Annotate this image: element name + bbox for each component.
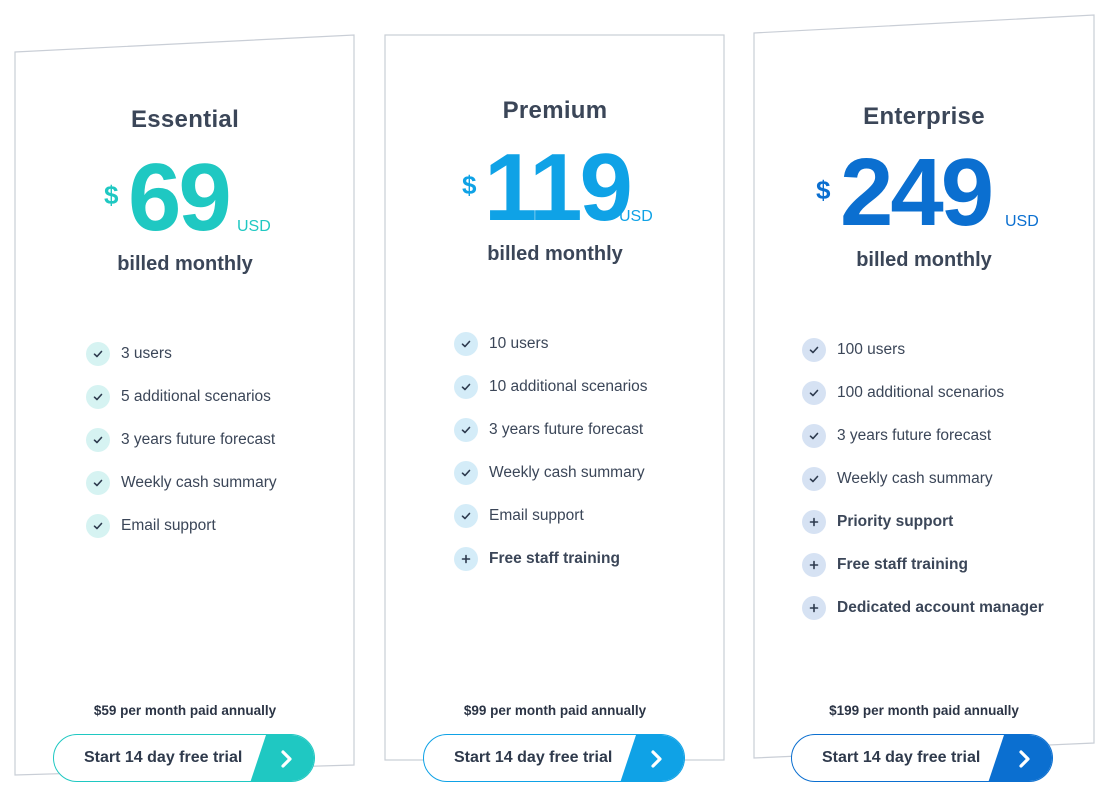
- start-trial-label: Start 14 day free trial: [454, 749, 613, 766]
- start-trial-button[interactable]: Start 14 day free trial: [53, 734, 315, 782]
- feature-label: Weekly cash summary: [837, 470, 993, 487]
- chevron-right-icon: [620, 735, 684, 781]
- currency-code: USD: [1005, 213, 1039, 230]
- check-icon: [86, 428, 110, 452]
- feature-item: Free staff training: [802, 553, 1044, 577]
- feature-item: Weekly cash summary: [86, 471, 277, 495]
- currency-code: USD: [237, 218, 271, 235]
- feature-list: 100 users 100 additional scenarios 3 yea…: [802, 338, 1044, 639]
- feature-label: 3 years future forecast: [121, 431, 276, 448]
- feature-list: 3 users 5 additional scenarios 3 years f…: [86, 342, 277, 557]
- check-icon: [86, 471, 110, 495]
- start-trial-button[interactable]: Start 14 day free trial: [791, 734, 1053, 782]
- start-trial-button[interactable]: Start 14 day free trial: [423, 734, 685, 782]
- feature-label: Free staff training: [489, 550, 620, 567]
- price-amount: 69: [128, 144, 232, 251]
- start-trial-label: Start 14 day free trial: [822, 749, 981, 766]
- feature-label: Priority support: [837, 513, 954, 530]
- feature-label: Weekly cash summary: [489, 464, 645, 481]
- check-icon: [802, 381, 826, 405]
- feature-label: 100 users: [837, 341, 906, 358]
- check-icon: [454, 461, 478, 485]
- feature-item: Free staff training: [454, 547, 648, 571]
- currency-symbol: $: [104, 180, 119, 210]
- annual-price-note: $59 per month paid annually: [93, 703, 277, 718]
- check-icon: [86, 342, 110, 366]
- plus-icon: [802, 510, 826, 534]
- feature-item: 3 years future forecast: [454, 418, 648, 442]
- price: $ 119 USD: [370, 140, 740, 240]
- feature-label: Email support: [121, 517, 216, 534]
- check-icon: [802, 424, 826, 448]
- price: $ 249 USD: [740, 145, 1108, 245]
- check-icon: [454, 375, 478, 399]
- chevron-right-icon: [250, 735, 314, 781]
- currency-symbol: $: [462, 170, 477, 200]
- feature-item: Email support: [454, 504, 648, 528]
- feature-label: 10 additional scenarios: [489, 378, 648, 395]
- feature-label: 100 additional scenarios: [837, 384, 1005, 401]
- feature-label: Dedicated account manager: [837, 599, 1044, 616]
- feature-label: Email support: [489, 507, 584, 524]
- plus-icon: [802, 553, 826, 577]
- feature-label: 3 years future forecast: [837, 427, 992, 444]
- price-amount: 119: [484, 134, 633, 241]
- feature-item: Dedicated account manager: [802, 596, 1044, 620]
- feature-label: 3 years future forecast: [489, 421, 644, 438]
- feature-label: 3 users: [121, 345, 172, 362]
- card-outline: [753, 14, 1095, 759]
- plus-icon: [454, 547, 478, 571]
- billing-period: billed monthly: [487, 243, 623, 265]
- check-icon: [86, 385, 110, 409]
- feature-item: Email support: [86, 514, 277, 538]
- feature-item: 100 additional scenarios: [802, 381, 1044, 405]
- check-icon: [802, 338, 826, 362]
- check-icon: [802, 467, 826, 491]
- feature-item: 10 additional scenarios: [454, 375, 648, 399]
- billing-period: billed monthly: [117, 253, 253, 275]
- feature-item: Priority support: [802, 510, 1044, 534]
- feature-item: 3 years future forecast: [802, 424, 1044, 448]
- feature-label: Weekly cash summary: [121, 474, 277, 491]
- plus-icon: [802, 596, 826, 620]
- feature-list: 10 users 10 additional scenarios 3 years…: [454, 332, 648, 590]
- card-outline: [14, 34, 355, 776]
- price: $ 69 USD: [0, 150, 370, 250]
- currency-symbol: $: [816, 175, 831, 205]
- plan-card-essential: Essential $ 69 USD billed monthly 3 user…: [0, 0, 370, 805]
- feature-item: 5 additional scenarios: [86, 385, 277, 409]
- card-outline: [384, 34, 725, 761]
- feature-item: Weekly cash summary: [802, 467, 1044, 491]
- currency-code: USD: [619, 208, 653, 225]
- feature-item: 3 years future forecast: [86, 428, 277, 452]
- plan-name: Enterprise: [863, 103, 985, 130]
- feature-item: Weekly cash summary: [454, 461, 648, 485]
- billing-period: billed monthly: [856, 249, 992, 271]
- plan-card-enterprise: Enterprise $ 249 USD billed monthly 100 …: [740, 0, 1108, 805]
- plan-card-premium: Premium $ 119 USD billed monthly 10 user…: [370, 0, 740, 805]
- feature-label: Free staff training: [837, 556, 968, 573]
- check-icon: [454, 418, 478, 442]
- check-icon: [454, 504, 478, 528]
- feature-item: 100 users: [802, 338, 1044, 362]
- start-trial-label: Start 14 day free trial: [84, 749, 243, 766]
- check-icon: [86, 514, 110, 538]
- annual-price-note: $99 per month paid annually: [463, 703, 647, 718]
- feature-label: 5 additional scenarios: [121, 388, 271, 405]
- feature-item: 10 users: [454, 332, 648, 356]
- feature-label: 10 users: [489, 335, 549, 352]
- check-icon: [454, 332, 478, 356]
- plan-name: Essential: [130, 106, 240, 133]
- plan-name: Premium: [502, 97, 608, 124]
- price-amount: 249: [840, 139, 994, 246]
- annual-price-note: $199 per month paid annually: [829, 703, 1019, 718]
- feature-item: 3 users: [86, 342, 277, 366]
- chevron-right-icon: [988, 735, 1052, 781]
